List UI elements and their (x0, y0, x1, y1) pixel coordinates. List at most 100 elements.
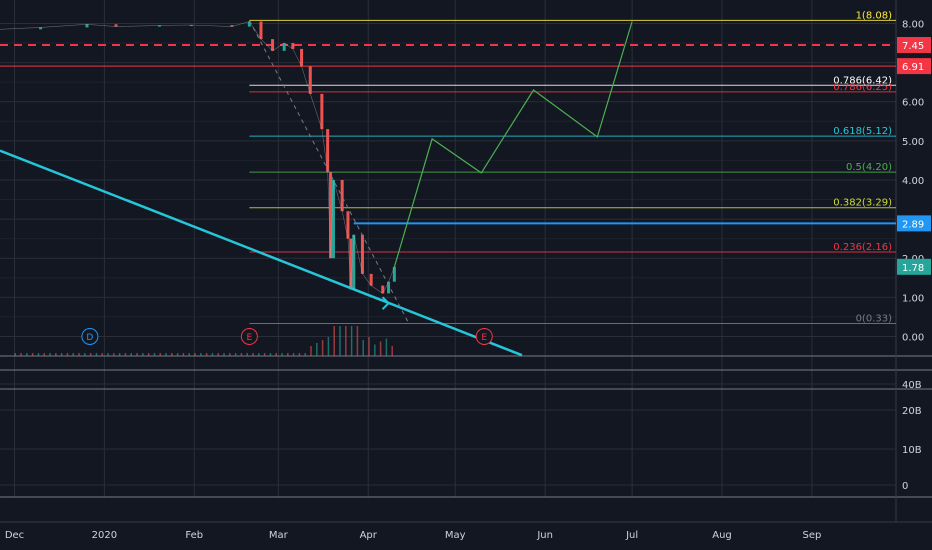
candle (308, 66, 312, 94)
candle (320, 93, 324, 130)
volume-bar (130, 353, 132, 356)
volume-bar (78, 353, 80, 356)
volume-tick-label: 10B (902, 445, 922, 456)
volume-bar (275, 353, 277, 356)
candle (157, 25, 161, 27)
candle (331, 179, 335, 259)
price-tick-label: 0.00 (902, 332, 924, 343)
volume-bar (304, 353, 306, 356)
volume-bar (66, 353, 69, 356)
event-marker-circle (81, 327, 99, 345)
volume-bar (385, 338, 388, 356)
candle (291, 43, 295, 49)
volume-bar (26, 353, 28, 356)
candle (230, 25, 234, 27)
price-tick-label: 5.00 (902, 137, 924, 148)
candle (387, 281, 391, 294)
volume-bar (113, 353, 115, 356)
volume-bar (49, 353, 51, 356)
candle (259, 21, 263, 40)
price-label-box (897, 258, 931, 275)
volume-bar (240, 353, 243, 356)
volume-bar (84, 353, 86, 356)
volume-bar (188, 353, 190, 356)
candle (300, 48, 304, 67)
candle (346, 211, 350, 239)
horizontal-levels (0, 43, 896, 225)
volume-bar (379, 341, 382, 356)
price-series (0, 21, 396, 294)
price-line (0, 21, 395, 294)
candle (189, 25, 193, 27)
price-labels: 7.45 6.91 2.89 1.78 (897, 36, 931, 275)
volume-bar (43, 353, 45, 356)
price-tick-label: 1.00 (902, 293, 924, 304)
volume-bar (252, 353, 254, 356)
volume-bar (234, 353, 237, 356)
volume-bar (211, 353, 214, 356)
time-tick-label: Aug (712, 530, 732, 541)
price-label-text: 2.89 (902, 219, 924, 230)
time-tick-label: Apr (360, 530, 378, 541)
price-tick-label: 4.00 (902, 176, 924, 187)
volume-bars (14, 326, 393, 356)
volume-bar (14, 353, 16, 356)
volume-bar (217, 353, 219, 356)
volume-bar (345, 326, 347, 356)
price-label-text: 1.78 (902, 263, 924, 274)
volume-bar (339, 326, 341, 356)
volume-bar (205, 353, 208, 356)
volume-bar (316, 343, 318, 356)
trendline (0, 149, 523, 357)
volume-bar (107, 353, 109, 356)
candle (247, 21, 251, 27)
price-label-box (897, 58, 931, 75)
candle (329, 172, 333, 259)
grid (0, 0, 932, 523)
volume-bar (298, 353, 301, 356)
event-marker-label: D (86, 333, 93, 343)
volume-bar (258, 353, 260, 356)
price-label-text: 6.91 (902, 62, 924, 73)
volume-bar (350, 326, 353, 356)
candle (381, 285, 385, 294)
arrow-icon (381, 296, 390, 310)
time-tick-label: Feb (185, 530, 203, 541)
event-marker-label: E (481, 333, 487, 343)
candle (282, 43, 286, 51)
volume-bar (147, 353, 150, 356)
volume-bar (142, 353, 144, 356)
volume-bar (374, 344, 376, 356)
event-marker-circle (240, 327, 258, 345)
volume-bar (194, 353, 196, 356)
fib-retracement: 1(8.08) 0.786(6.42)0.786(6.25) 0.618(5.12)… (249, 10, 896, 325)
volume-bar (310, 346, 312, 356)
volume-bar (182, 353, 185, 356)
price-label-box (897, 36, 931, 53)
volume-bar (176, 353, 179, 356)
candle (340, 179, 344, 212)
candle (392, 266, 396, 282)
volume-bar (287, 353, 289, 356)
volume-bar (292, 353, 295, 356)
time-tick-label: 2020 (92, 530, 117, 541)
volume-bar (362, 340, 364, 356)
volume-bar (356, 326, 359, 356)
time-tick-label: Jun (536, 530, 553, 541)
price-label-text: 7.45 (902, 41, 924, 52)
fib-level-label: 0.382(3.29) (833, 198, 892, 209)
volume-bar (37, 353, 40, 356)
price-tick-label: 6.00 (902, 98, 924, 109)
candle (271, 39, 275, 51)
candle (369, 273, 373, 286)
volume-bar (118, 353, 121, 356)
volume-bar (124, 353, 127, 356)
time-tick-label: Sep (802, 530, 821, 541)
volume-bar (281, 353, 283, 356)
volume-bar (263, 353, 266, 356)
volume-bar (321, 340, 324, 356)
candle (39, 27, 43, 30)
volume-tick-label: 40B (902, 380, 922, 391)
volume-bar (60, 353, 63, 356)
